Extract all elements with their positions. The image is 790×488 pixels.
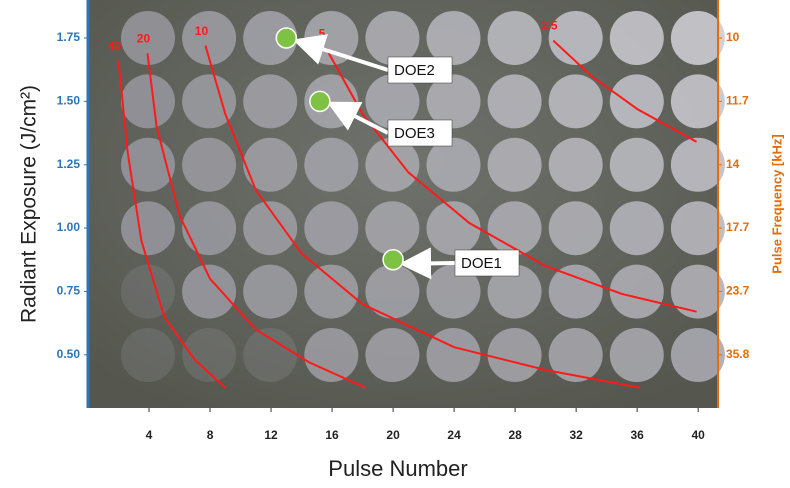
annotation-label: DOE2 — [394, 62, 435, 79]
curve-label: 40 — [108, 39, 122, 53]
y2-tick-label: 11.7 — [726, 94, 749, 108]
y-tick-label: 0.75 — [57, 284, 81, 298]
spot — [243, 265, 297, 319]
spot — [610, 201, 664, 255]
spot — [549, 74, 603, 128]
y-tick-label: 1.75 — [57, 30, 81, 44]
spot — [365, 201, 419, 255]
annotation-arrow — [407, 263, 455, 264]
y2-tick-label: 35.8 — [726, 347, 750, 361]
spot — [182, 201, 236, 255]
y2-axis-title: Pulse Frequency [kHz] — [769, 134, 784, 273]
spot — [427, 328, 481, 382]
spot — [243, 74, 297, 128]
y-tick-label: 1.00 — [57, 220, 81, 234]
design-point — [383, 250, 403, 270]
spot — [121, 265, 175, 319]
spot — [671, 74, 725, 128]
spot — [671, 201, 725, 255]
spot — [243, 138, 297, 192]
y-tick-label: 1.50 — [57, 94, 81, 108]
spot — [121, 74, 175, 128]
design-point — [276, 28, 296, 48]
spot — [671, 265, 725, 319]
x-tick-label: 36 — [630, 428, 644, 442]
spot — [671, 328, 725, 382]
y-tick-label: 1.25 — [57, 157, 81, 171]
y2-tick-label: 10 — [726, 30, 740, 44]
x-tick-label: 32 — [569, 428, 583, 442]
x-tick-label: 8 — [207, 428, 214, 442]
spot — [488, 328, 542, 382]
x-axis-title: Pulse Number — [328, 456, 467, 481]
x-tick-label: 40 — [691, 428, 705, 442]
spot — [182, 138, 236, 192]
spot — [610, 138, 664, 192]
y2-tick-label: 14 — [726, 157, 740, 171]
x-tick-label: 20 — [386, 428, 400, 442]
spot — [304, 201, 358, 255]
x-tick-label: 28 — [508, 428, 522, 442]
spot — [182, 265, 236, 319]
spot — [488, 74, 542, 128]
spot — [304, 265, 358, 319]
spot — [304, 328, 358, 382]
x-tick-label: 24 — [447, 428, 461, 442]
annotation-label: DOE1 — [461, 255, 502, 272]
spot — [549, 265, 603, 319]
y2-tick-label: 17.7 — [726, 220, 750, 234]
spot — [488, 11, 542, 65]
design-point — [310, 91, 330, 111]
spot — [610, 328, 664, 382]
spot — [610, 11, 664, 65]
curve-label: 5 — [319, 26, 326, 40]
curve-label: 10 — [195, 24, 209, 38]
spot — [549, 138, 603, 192]
spot — [488, 138, 542, 192]
y-tick-label: 0.50 — [57, 347, 81, 361]
spot — [549, 328, 603, 382]
y-axis-title: Radiant Exposure (J/cm²) — [18, 85, 41, 323]
spot — [365, 328, 419, 382]
spot — [243, 328, 297, 382]
spot — [304, 138, 358, 192]
x-tick-label: 16 — [325, 428, 339, 442]
spot — [121, 328, 175, 382]
x-tick-label: 12 — [264, 428, 278, 442]
x-tick-label: 4 — [146, 428, 153, 442]
y2-tick-label: 23.7 — [726, 284, 750, 298]
spot — [121, 201, 175, 255]
chart: Pulse Number Radiant Exposure (J/cm²) Pu… — [0, 0, 790, 488]
spot — [671, 11, 725, 65]
curve-label: 2.5 — [541, 19, 558, 33]
spot — [488, 201, 542, 255]
curve-label: 20 — [137, 31, 151, 45]
annotation-label: DOE3 — [394, 125, 435, 142]
spot — [365, 265, 419, 319]
spot — [671, 138, 725, 192]
spot — [549, 201, 603, 255]
